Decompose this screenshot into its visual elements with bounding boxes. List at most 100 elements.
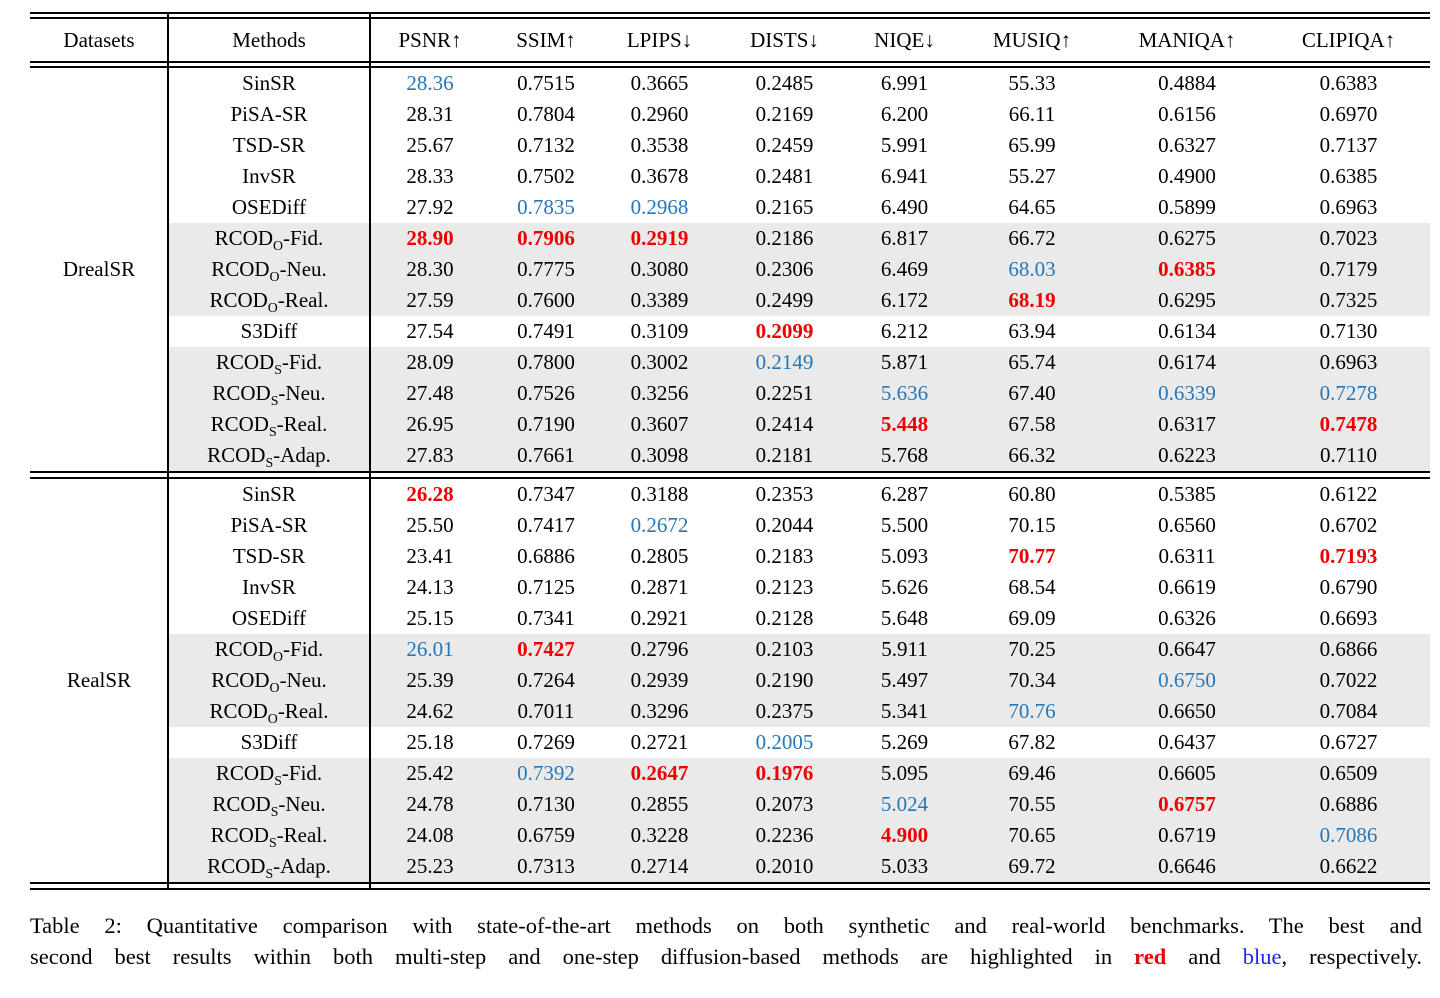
metric-value: 25.39 xyxy=(370,665,490,696)
metric-value: 0.6650 xyxy=(1107,696,1267,727)
vertical-rule-datasets-methods xyxy=(167,12,169,890)
metric-value: 6.212 xyxy=(880,319,929,343)
method-name: RCODS-Real. xyxy=(168,820,370,851)
table-row: RCODS-Adap. 27.83 0.7661 0.3098 0.2181 5.768 6… xyxy=(30,440,1430,471)
metric-value: 70.34 xyxy=(957,665,1107,696)
method-subscript: S xyxy=(274,773,282,789)
metric-value: 0.6275 xyxy=(1107,223,1267,254)
metric-value: 0.6693 xyxy=(1319,606,1378,630)
metric-value: 0.2459 xyxy=(755,133,814,157)
dataset-label: DrealSR xyxy=(30,68,168,471)
metric-value: 5.095 xyxy=(852,758,957,789)
metric-value: 0.6156 xyxy=(1158,102,1216,126)
metric-value: 0.2005 xyxy=(755,730,814,754)
metric-value: 26.01 xyxy=(370,634,490,665)
metric-value: 0.6327 xyxy=(1158,133,1216,157)
metric-value: 0.7125 xyxy=(517,575,575,599)
metric-value: 28.36 xyxy=(406,71,454,95)
metric-value: 27.92 xyxy=(406,195,454,219)
metric-value: 0.2968 xyxy=(630,195,689,219)
metric-value: 0.3002 xyxy=(602,347,717,378)
table-row: RCODS-Real. 26.95 0.7190 0.3607 0.2414 5.448 6… xyxy=(30,409,1430,440)
table-row: TSD-SR 25.67 0.7132 0.3538 0.2459 5.991 65.99 0… xyxy=(30,130,1430,161)
metric-value: 0.7313 xyxy=(490,851,602,882)
method-subscript: O xyxy=(273,238,284,254)
metric-value: 0.7491 xyxy=(517,319,575,343)
metric-value: 0.3678 xyxy=(630,164,689,188)
metric-value: 0.2939 xyxy=(602,665,717,696)
metric-value: 0.7278 xyxy=(1267,378,1430,409)
metric-value: 0.5899 xyxy=(1158,195,1216,219)
metric-value: 6.941 xyxy=(880,164,929,188)
metric-value: 68.54 xyxy=(1008,575,1056,599)
metric-value: 0.7775 xyxy=(490,254,602,285)
table-row: RCODO-Neu. 25.39 0.7264 0.2939 0.2190 5.497 70… xyxy=(30,665,1430,696)
metric-value: 0.6437 xyxy=(1158,730,1216,754)
metric-value: 63.94 xyxy=(1008,319,1056,343)
metric-value: 0.6790 xyxy=(1319,575,1378,599)
metric-value: 55.33 xyxy=(1008,71,1056,95)
metric-value: 27.54 xyxy=(406,319,454,343)
metric-value: 0.6970 xyxy=(1319,102,1378,126)
metric-value: 0.6719 xyxy=(1107,820,1267,851)
metric-value: 0.2236 xyxy=(717,820,852,851)
metric-value: 5.991 xyxy=(880,133,929,157)
metric-value: 0.7130 xyxy=(490,789,602,820)
metric-value: 0.6647 xyxy=(1107,634,1267,665)
metric-value: 0.7427 xyxy=(490,634,602,665)
metric-value: 24.13 xyxy=(406,575,454,599)
method-name: RCODS-Adap. xyxy=(168,851,370,882)
metric-value: 0.3228 xyxy=(602,820,717,851)
metric-value: 0.7478 xyxy=(1267,409,1430,440)
metric-value: 0.6619 xyxy=(1158,575,1216,599)
method-name: SinSR xyxy=(242,71,296,95)
metric-value: 0.6326 xyxy=(1158,606,1216,630)
method-name: RCODS-Fid. xyxy=(168,347,370,378)
metric-value: 0.7137 xyxy=(1319,133,1378,157)
metric-value: 0.7502 xyxy=(517,164,575,188)
metric-value: 0.2169 xyxy=(755,102,814,126)
metric-value: 0.7190 xyxy=(490,409,602,440)
metric-value: 0.7341 xyxy=(517,606,575,630)
metric-value: 0.6339 xyxy=(1107,378,1267,409)
metric-value: 0.2183 xyxy=(755,544,814,568)
method-subscript: S xyxy=(268,835,277,851)
method-name: InvSR xyxy=(242,575,296,599)
metric-value: 0.6605 xyxy=(1107,758,1267,789)
metric-value: 5.093 xyxy=(880,544,929,568)
metric-value: 0.6750 xyxy=(1107,665,1267,696)
metric-value: 4.900 xyxy=(852,820,957,851)
metric-value: 0.2149 xyxy=(717,347,852,378)
metric-value: 5.341 xyxy=(852,696,957,727)
metric-value: 27.83 xyxy=(370,440,490,471)
metric-value: 0.7325 xyxy=(1267,285,1430,316)
metric-value: 5.500 xyxy=(880,513,929,537)
metric-value: 70.77 xyxy=(1008,544,1056,568)
results-table-container: Datasets Methods PSNR↑ SSIM↑ LPIPS↓ DIST… xyxy=(30,12,1430,890)
metric-value: 0.3607 xyxy=(602,409,717,440)
metric-value: 0.2128 xyxy=(755,606,814,630)
metric-value: 0.3296 xyxy=(602,696,717,727)
metric-value: 67.58 xyxy=(957,409,1107,440)
table-row: RCODS-Fid. 28.09 0.7800 0.3002 0.2149 5.871 65… xyxy=(30,347,1430,378)
metric-value: 0.2805 xyxy=(630,544,689,568)
metric-value: 0.3098 xyxy=(602,440,717,471)
header-rule xyxy=(30,61,1430,68)
method-name: RCODS-Neu. xyxy=(168,378,370,409)
metric-value: 6.817 xyxy=(852,223,957,254)
metric-value: 0.3109 xyxy=(630,319,689,343)
col-header-lpips: LPIPS↓ xyxy=(626,27,693,52)
metric-value: 66.72 xyxy=(957,223,1107,254)
metric-value: 70.25 xyxy=(957,634,1107,665)
metric-value: 0.2855 xyxy=(602,789,717,820)
metric-value: 60.80 xyxy=(1008,482,1056,506)
metric-value: 28.33 xyxy=(406,164,454,188)
metric-value: 0.7800 xyxy=(490,347,602,378)
metric-value: 28.31 xyxy=(406,102,454,126)
metric-value: 28.90 xyxy=(370,223,490,254)
metric-value: 0.6383 xyxy=(1319,71,1378,95)
table-row: S3Diff 25.18 0.7269 0.2721 0.2005 5.269 67.82 0… xyxy=(30,727,1430,758)
metric-value: 0.6622 xyxy=(1267,851,1430,882)
metric-value: 24.78 xyxy=(370,789,490,820)
col-header-psnr: PSNR↑ xyxy=(398,27,462,52)
